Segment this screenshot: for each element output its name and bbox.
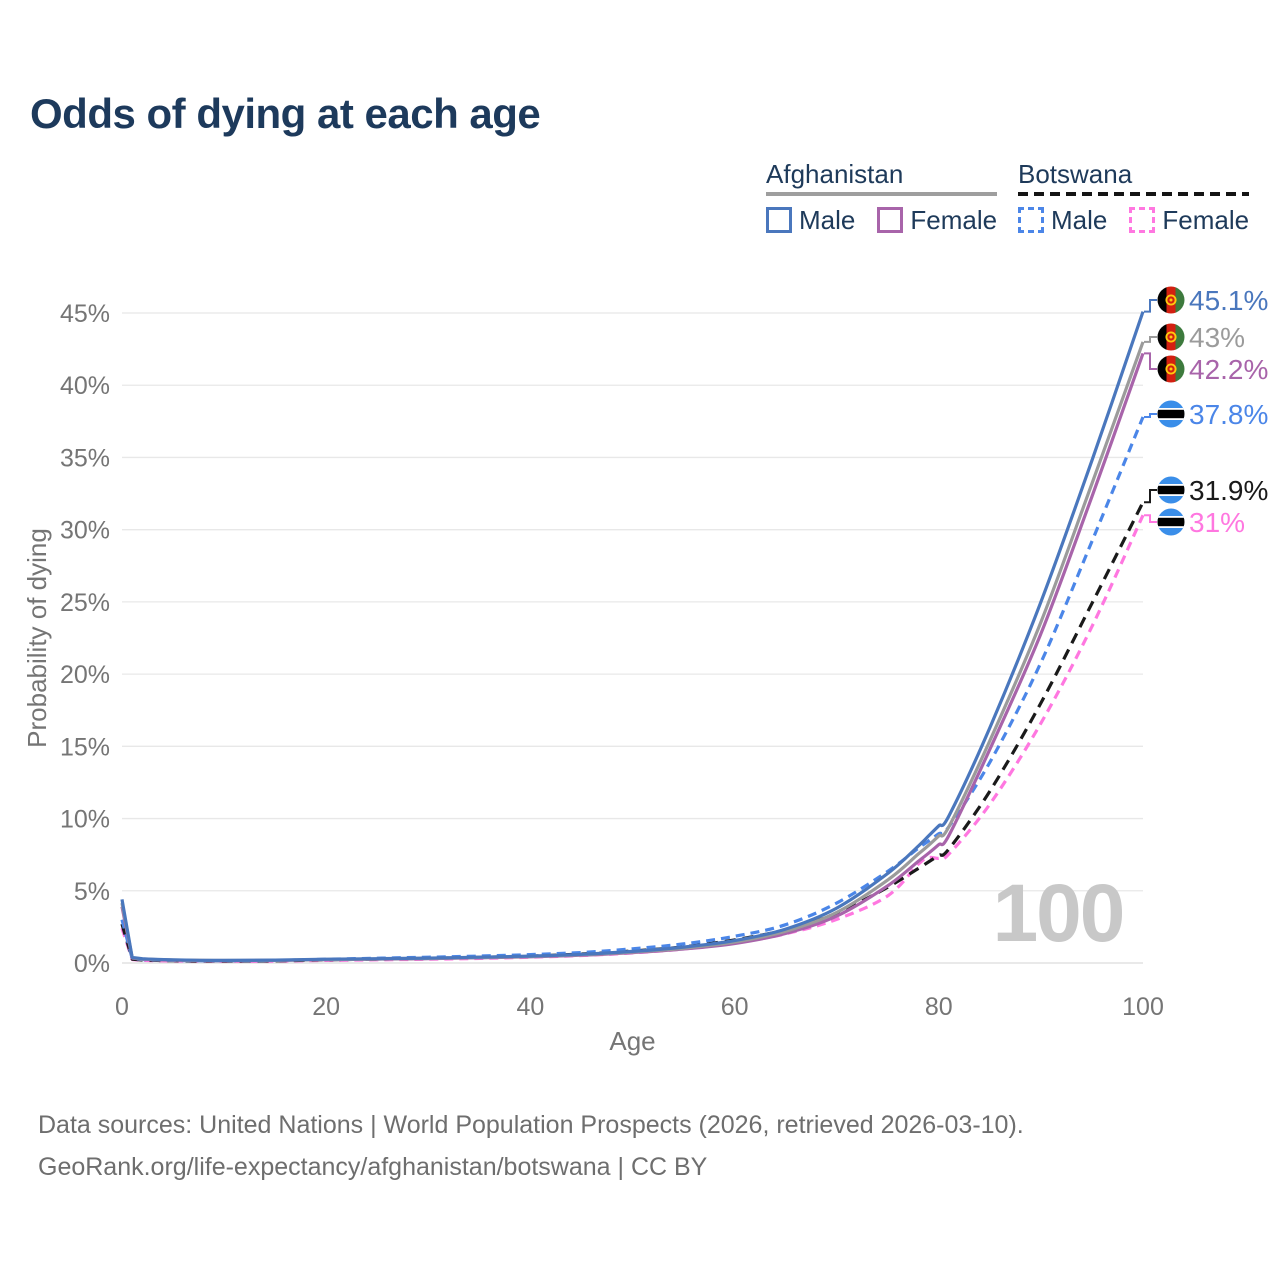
legend-group-botswana: Botswana Male Female	[1018, 159, 1250, 236]
botswana-dashed-line-icon	[1018, 191, 1250, 196]
y-tick-label: 15%	[60, 733, 110, 761]
legend-item-afghanistan-female[interactable]: Female	[877, 205, 997, 236]
y-tick-label: 40%	[60, 372, 110, 400]
end-label-value-afghanistan-female: 42.2%	[1189, 354, 1268, 385]
end-label-leader	[1144, 514, 1157, 523]
x-tick-label: 80	[925, 993, 953, 1021]
series-line-afghanistan-female[interactable]	[120, 352, 1145, 963]
footer-line-sources: Data sources: United Nations | World Pop…	[38, 1111, 1024, 1139]
y-axis-title: Probability of dying	[22, 528, 52, 748]
botswana-flag-icon	[1157, 508, 1185, 536]
x-tick-label: 20	[312, 993, 340, 1021]
legend-item-label: Female	[1162, 204, 1250, 235]
botswana-female-swatch-icon	[1129, 207, 1156, 234]
afghanistan-flag-icon	[1157, 355, 1185, 383]
y-tick-label: 45%	[60, 300, 110, 328]
series-line-afghanistan-both-sexes[interactable]	[120, 341, 1145, 963]
legend-item-label: Male	[799, 204, 856, 235]
afghanistan-solid-line-icon	[766, 191, 998, 196]
end-label-value-afghanistan-both-sexes: 43%	[1189, 322, 1245, 353]
legend-group-afghanistan-label: Afghanistan	[766, 159, 904, 189]
afghanistan-female-swatch-icon	[877, 207, 904, 234]
end-label-leader	[1144, 352, 1157, 370]
y-tick-label: 20%	[60, 661, 110, 689]
end-label-leader	[1144, 299, 1157, 313]
footer-line-attribution: GeoRank.org/life-expectancy/afghanistan/…	[38, 1153, 708, 1181]
x-tick-label: 60	[721, 993, 749, 1021]
x-tick-label: 0	[115, 993, 129, 1021]
y-tick-label: 0%	[74, 950, 110, 978]
page-title: Odds of dying at each age	[30, 90, 541, 137]
end-label-leader	[1144, 413, 1157, 418]
y-tick-label: 30%	[60, 517, 110, 545]
botswana-flag-icon	[1157, 476, 1185, 504]
afghanistan-male-swatch-icon	[766, 207, 792, 234]
afghanistan-flag-icon	[1157, 286, 1185, 314]
y-tick-label: 5%	[74, 878, 110, 906]
end-label-leader	[1144, 489, 1157, 504]
end-label-value-afghanistan-male: 45.1%	[1189, 285, 1268, 316]
botswana-flag-icon	[1157, 400, 1185, 428]
x-axis-title: Age	[609, 1026, 655, 1056]
watermark-age-100: 100	[993, 868, 1124, 959]
data-sources-footer: Data sources: United Nations | World Pop…	[38, 1104, 1024, 1188]
series-line-botswana-male[interactable]	[120, 416, 1145, 963]
chart-svg: 0% 5% 10% 15% 20% 25% 30% 35% 40% 45% 0 20 40 60 80 100…	[22, 285, 1268, 1056]
legend-item-botswana-male[interactable]: Male	[1018, 205, 1107, 236]
legend-item-afghanistan-male[interactable]: Male	[766, 205, 855, 236]
legend-group-botswana-label: Botswana	[1018, 159, 1133, 189]
y-tick-label: 35%	[60, 444, 110, 472]
end-label-value-botswana-both-sexes: 31.9%	[1189, 475, 1268, 506]
end-label-value-botswana-female: 31%	[1189, 507, 1245, 538]
y-tick-label: 25%	[60, 589, 110, 617]
legend-item-label: Male	[1051, 204, 1108, 235]
legend-item-label: Female	[910, 204, 998, 235]
legend-item-botswana-female[interactable]: Female	[1129, 205, 1249, 236]
end-label-leader	[1144, 336, 1157, 343]
x-tick-label: 40	[516, 993, 544, 1021]
series-line-afghanistan-male[interactable]	[120, 311, 1145, 962]
legend-group-afghanistan: Afghanistan Male Female	[766, 159, 998, 236]
chart-legend: Afghanistan Male Female Botswana Male	[0, 160, 1280, 250]
botswana-male-swatch-icon	[1018, 207, 1044, 234]
afghanistan-flag-icon	[1157, 323, 1185, 351]
y-tick-label: 10%	[60, 806, 110, 834]
x-tick-label: 100	[1122, 993, 1164, 1021]
end-label-value-botswana-male: 37.8%	[1189, 399, 1268, 430]
